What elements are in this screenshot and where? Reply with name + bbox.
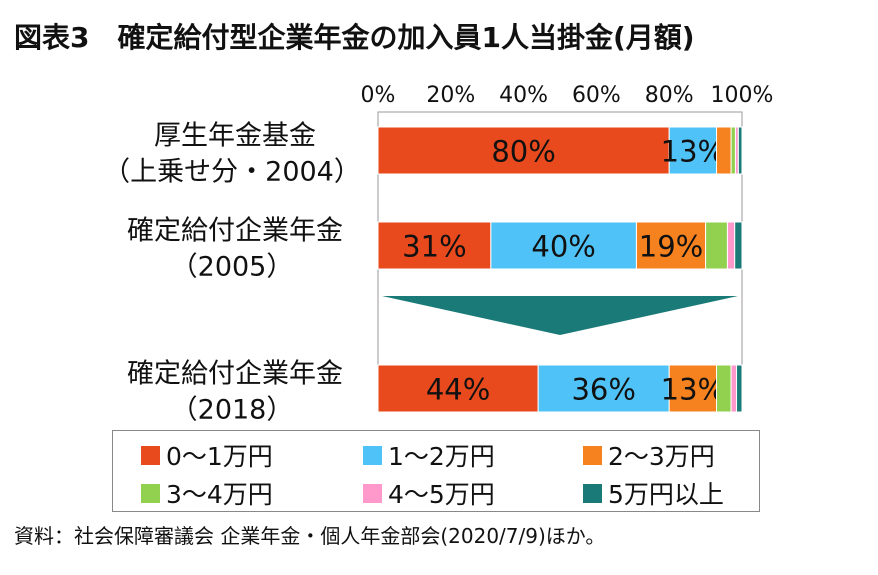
bar-segment	[537, 364, 670, 413]
legend-swatch	[141, 483, 160, 503]
source-note: 資料：社会保障審議会 企業年金・個人年金部会(2020/7/9)ほか。	[14, 524, 606, 548]
legend-item: 0～1万円	[141, 437, 273, 473]
x-tick-label: 40%	[499, 83, 548, 108]
x-tick-label: 60%	[572, 83, 621, 108]
category-label: 厚生年金基金	[154, 121, 316, 152]
bar-segment	[377, 364, 539, 413]
x-tick-label: 0%	[361, 83, 396, 108]
chart-title: 図表3 確定給付型企業年金の加入員1人当掛金(月額)	[14, 21, 695, 54]
legend-label: 1～2万円	[388, 442, 495, 471]
legend-item: 1～2万円	[363, 437, 495, 473]
x-tick-label: 80%	[645, 83, 694, 108]
bar-segment	[377, 126, 670, 175]
data-label: 80%	[491, 135, 555, 169]
data-label: 40%	[531, 230, 595, 264]
legend-swatch	[583, 445, 602, 465]
data-label: 36%	[571, 373, 635, 407]
category-label: （上乗せ分・2004）	[103, 157, 361, 188]
bar-segment	[705, 221, 728, 270]
legend-label: 3～4万円	[166, 480, 273, 509]
bar-segment	[490, 221, 637, 270]
bar-segment	[730, 364, 738, 413]
category-label: 確定給付企業年金	[127, 359, 343, 390]
legend-item: 3～4万円	[141, 475, 273, 511]
bar-segment	[635, 221, 707, 270]
data-label: 13%	[661, 373, 725, 407]
legend-item: 5万円以上	[583, 475, 724, 511]
x-tick-label: 20%	[426, 83, 475, 108]
data-label: 13%	[661, 135, 725, 169]
data-label: 19%	[639, 230, 703, 264]
category-label: （2018）	[171, 395, 294, 426]
legend-swatch	[141, 445, 160, 465]
bar-segment	[736, 364, 743, 413]
legend-swatch	[583, 483, 602, 503]
legend-label: 0～1万円	[166, 442, 273, 471]
legend-swatch	[363, 483, 382, 503]
down-arrow	[382, 296, 738, 335]
legend-item: 2～3万円	[583, 437, 715, 473]
bar-segment	[737, 126, 743, 175]
bar-segment	[716, 364, 732, 413]
category-label: （2005）	[171, 252, 294, 283]
legend-label: 2～3万円	[608, 442, 715, 471]
bar-segment	[734, 221, 743, 270]
bar-segment	[668, 126, 718, 175]
stacked-bar-chart: 0% 20% 40% 60% 80% 100% 厚生年金基金 （上乗せ分・2004） 確定給付企…	[103, 83, 774, 426]
bar-segment	[716, 126, 732, 175]
legend-label: 5万円以上	[608, 480, 724, 509]
data-label: 44%	[426, 373, 490, 407]
chart-legend: 0～1万円 1～2万円 2～3万円 3～4万円 4～5万円 5万円以上	[112, 430, 760, 512]
bar-segment	[377, 221, 492, 270]
bar-segment	[726, 221, 736, 270]
legend-label: 4～5万円	[388, 480, 495, 509]
legend-swatch	[363, 445, 382, 465]
bar-segment	[730, 126, 736, 175]
bar-segment	[668, 364, 718, 413]
legend-item: 4～5万円	[363, 475, 495, 511]
x-tick-label: 100%	[711, 83, 774, 108]
category-label: 確定給付企業年金	[127, 216, 343, 247]
data-label: 31%	[402, 230, 466, 264]
